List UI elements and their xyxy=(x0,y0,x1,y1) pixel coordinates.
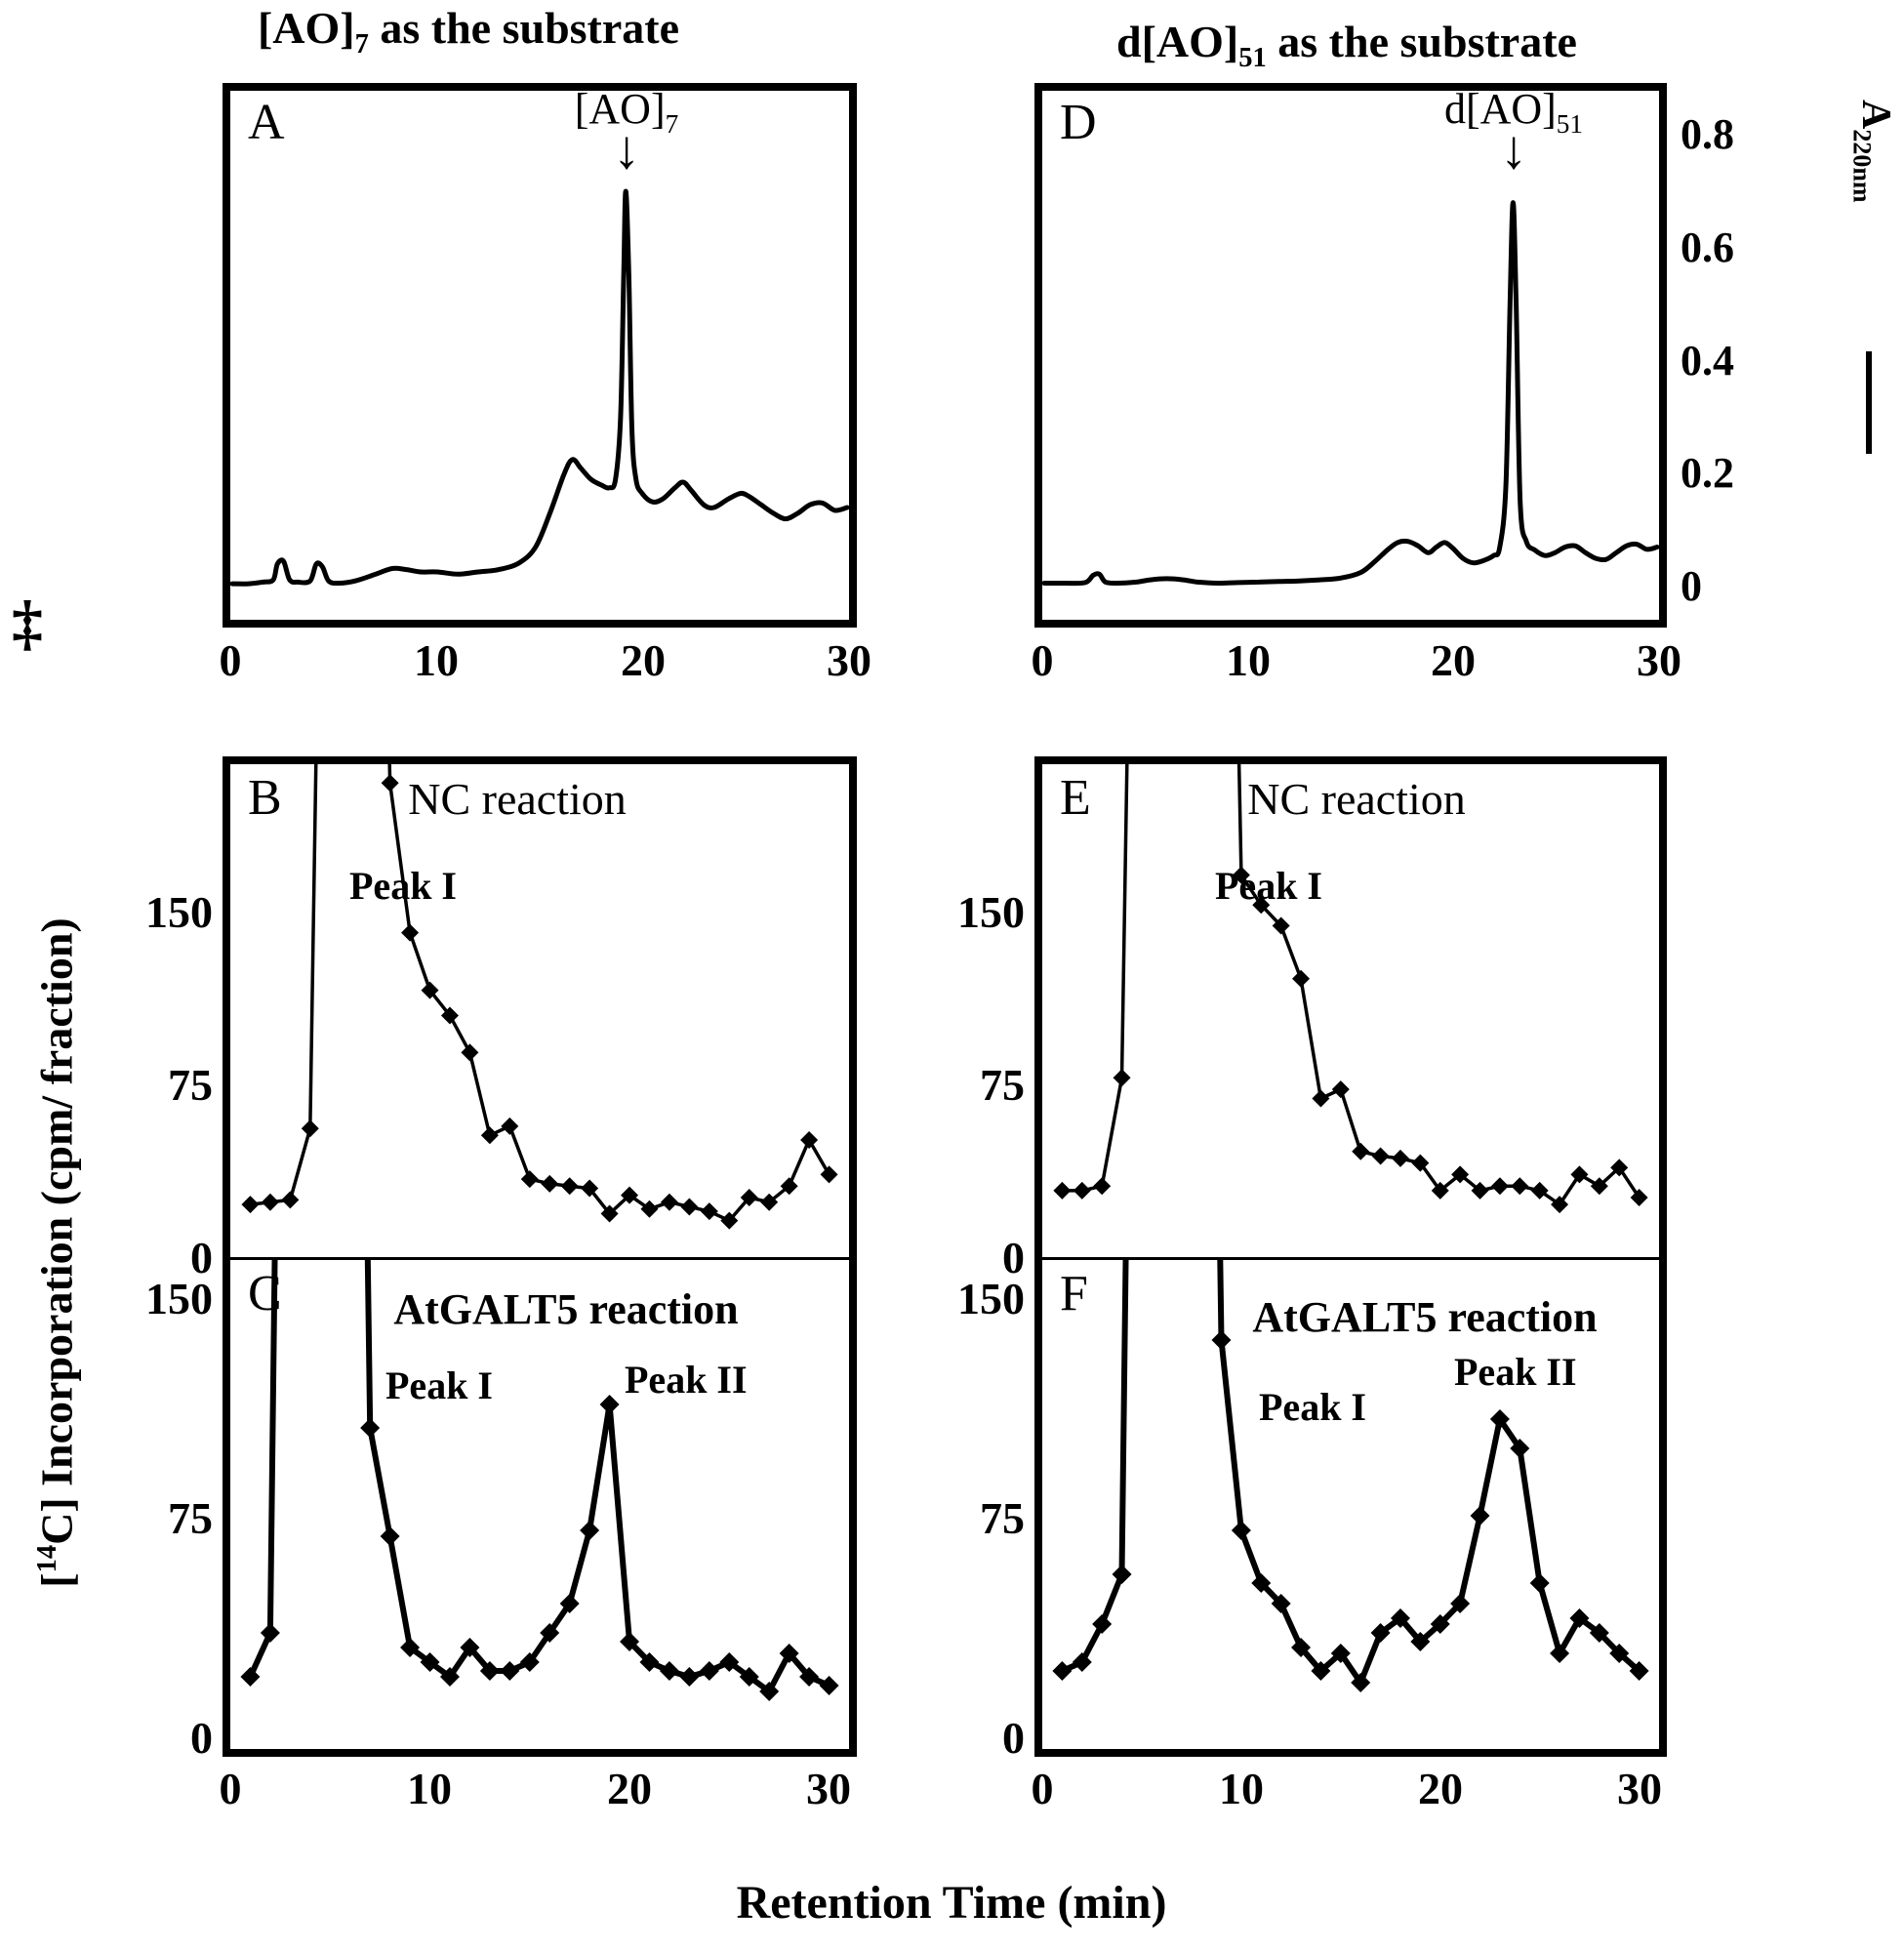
reaction-title-c: AtGALT5 reaction xyxy=(393,1285,739,1333)
annotation-subscript: 51 xyxy=(1556,108,1584,139)
x-tick: 30 xyxy=(1617,1764,1662,1813)
peak-annotation-d: d[AO]51 xyxy=(1387,84,1641,140)
annotation-subscript: 7 xyxy=(665,108,679,139)
y-tick: 150 xyxy=(957,887,1025,937)
x-tick: 10 xyxy=(1219,1764,1264,1813)
x-tick: 20 xyxy=(621,635,666,685)
peak-label: Peak I xyxy=(385,1363,493,1407)
panel-letter-d: D xyxy=(1060,95,1097,150)
absorbance-axis-label: A220nm xyxy=(1847,100,1899,344)
right-column-title: d[AO]51 as the substrate xyxy=(976,16,1718,74)
axis-label-superscript: 14 xyxy=(32,1544,63,1573)
x-tick: 10 xyxy=(414,635,459,685)
x-tick: 30 xyxy=(827,635,871,685)
y-tick: 75 xyxy=(168,1493,213,1543)
x-tick: 20 xyxy=(1418,1764,1463,1813)
y-tick: 75 xyxy=(980,1060,1025,1110)
reaction-title-b: NC reaction xyxy=(408,774,627,824)
annotation-text: d[AO] xyxy=(1443,85,1557,133)
x-tick: 0 xyxy=(219,635,242,685)
right-axis-tick: 0.2 xyxy=(1681,449,1734,497)
y-tick: 150 xyxy=(957,1274,1025,1323)
right-axis-tick: 0.6 xyxy=(1681,224,1734,271)
title-subscript: 7 xyxy=(354,29,369,61)
peak-label: Peak I xyxy=(1259,1385,1366,1429)
y-tick: 0 xyxy=(190,1233,213,1282)
title-subscript: 51 xyxy=(1238,43,1267,74)
axis-label-text: C] Incorporation (cpm/ fraction) xyxy=(31,917,82,1545)
peak-label: Peak II xyxy=(625,1358,748,1402)
panel-bc-box xyxy=(223,756,857,1757)
cpm-c-plot xyxy=(240,1260,839,1701)
panel-divider xyxy=(1042,1257,1659,1260)
panel-letter-b: B xyxy=(248,770,282,826)
peak-label: Peak I xyxy=(349,864,457,908)
y-tick: 75 xyxy=(980,1493,1025,1543)
panel-letter-e: E xyxy=(1060,770,1091,826)
panel-ef-box xyxy=(1034,756,1667,1757)
x-axis-label: Retention Time (min) xyxy=(736,1877,1167,1929)
down-arrow-icon: ↓ xyxy=(1500,120,1527,181)
cpm-marker-legend-icon: ‡ xyxy=(12,588,43,657)
x-tick: 0 xyxy=(219,1764,242,1813)
down-arrow-icon: ↓ xyxy=(613,120,640,181)
peak-label: Peak I xyxy=(1215,864,1322,908)
y-tick: 75 xyxy=(168,1060,213,1110)
x-tick: 20 xyxy=(1431,635,1476,685)
peak-label: Peak II xyxy=(1454,1350,1577,1394)
y-tick: 150 xyxy=(145,887,213,937)
absorbance-line-legend-icon xyxy=(1866,351,1872,454)
y-tick: 0 xyxy=(1002,1233,1025,1282)
y-tick: 150 xyxy=(145,1274,213,1323)
cpm-e-plot xyxy=(1053,764,1648,1214)
cpm-axis-label: [14C] Incorporation (cpm/ fraction) xyxy=(31,692,83,1814)
chromatogram-d-plot xyxy=(1042,200,1659,587)
title-text: d[AO] xyxy=(1116,17,1239,66)
panel-a-box xyxy=(223,83,857,628)
x-tick: 0 xyxy=(1031,1764,1054,1813)
cpm-f-plot xyxy=(1052,1260,1649,1692)
x-tick: 10 xyxy=(407,1764,452,1813)
x-tick: 30 xyxy=(1637,635,1681,685)
title-text: [AO] xyxy=(257,3,355,53)
peak-annotation-a: [AO]7 xyxy=(519,84,734,140)
reaction-title-e: NC reaction xyxy=(1247,774,1466,824)
panel-d-box xyxy=(1034,83,1667,628)
x-tick: 20 xyxy=(607,1764,652,1813)
x-tick: 0 xyxy=(1031,635,1054,685)
panel-letter-c: C xyxy=(248,1266,282,1322)
left-column-title: [AO]7 as the substrate xyxy=(117,2,820,61)
annotation-text: [AO] xyxy=(574,85,666,133)
cpm-b-plot xyxy=(241,764,838,1230)
right-axis-tick: 0.4 xyxy=(1681,337,1734,385)
axis-label-subscript: 220nm xyxy=(1847,129,1877,203)
title-text: as the substrate xyxy=(1266,17,1577,66)
axis-label-text: [ xyxy=(31,1572,82,1588)
title-text: as the substrate xyxy=(368,3,680,53)
panel-letter-a: A xyxy=(248,95,285,150)
x-tick: 30 xyxy=(806,1764,851,1813)
x-tick: 10 xyxy=(1226,635,1271,685)
y-tick: 0 xyxy=(1002,1713,1025,1763)
panel-divider xyxy=(230,1257,849,1260)
chromatogram-a-plot xyxy=(230,188,849,587)
panel-letter-f: F xyxy=(1060,1266,1088,1322)
reaction-title-f: AtGALT5 reaction xyxy=(1252,1293,1598,1341)
axis-label-text: A xyxy=(1853,100,1898,130)
right-axis-tick: 0.8 xyxy=(1681,110,1734,158)
y-tick: 0 xyxy=(190,1713,213,1763)
right-axis-tick: 0 xyxy=(1681,562,1702,610)
